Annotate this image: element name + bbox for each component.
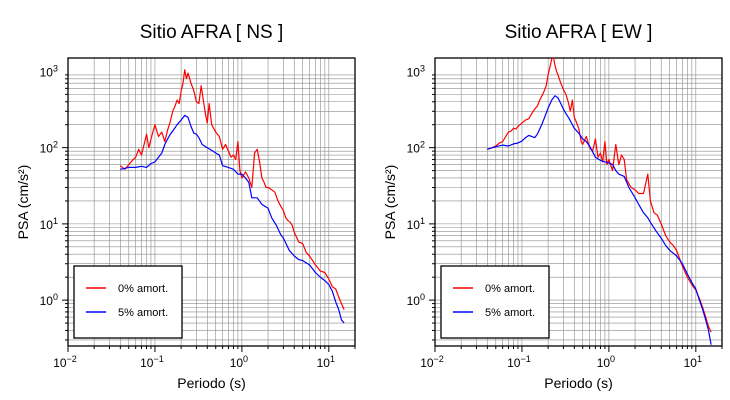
y-tick-base: 10 <box>40 65 54 79</box>
x-tick-base: 10 <box>140 356 154 370</box>
plot-frame <box>67 57 356 347</box>
x-tick-label: 10−1 <box>140 354 164 370</box>
legend-box <box>440 265 550 339</box>
y-tick-label: 103 <box>40 63 58 79</box>
y-tick-label: 102 <box>407 140 425 156</box>
axis-ticks <box>62 74 356 352</box>
x-tick-label: 10−2 <box>53 354 77 370</box>
y-tick-base: 10 <box>407 65 421 79</box>
y-tick-exponent: 0 <box>420 292 425 302</box>
y-tick-label: 103 <box>407 63 425 79</box>
x-tick-label: 10−1 <box>507 354 531 370</box>
y-tick-exponent: 0 <box>53 292 58 302</box>
x-tick-base: 10 <box>53 356 67 370</box>
y-tick-label: 101 <box>407 216 425 232</box>
grid <box>68 58 355 346</box>
legend-label: 5% amort. <box>485 307 535 319</box>
y-tick-label: 101 <box>40 216 58 232</box>
y-axis-label: PSA (cm/s²) <box>15 165 31 240</box>
x-tick-label: 100 <box>597 354 615 370</box>
x-axis-label: Periodo (s) <box>177 375 245 391</box>
plot-frame <box>434 57 723 347</box>
x-axis-label: Periodo (s) <box>544 375 612 391</box>
x-tick-label: 10−2 <box>420 354 444 370</box>
series-line-damped <box>487 95 712 345</box>
series-line-damped <box>120 114 345 324</box>
y-tick-exponent: 2 <box>420 140 425 150</box>
y-tick-label: 100 <box>40 292 58 308</box>
x-tick-exponent: −2 <box>434 354 444 364</box>
y-tick-base: 10 <box>407 142 421 156</box>
y-tick-base: 10 <box>407 218 421 232</box>
legend: 0% amort. 5% amort. <box>73 265 183 339</box>
legend-label: 0% amort. <box>118 283 168 295</box>
x-tick-label: 101 <box>684 354 702 370</box>
x-tick-base: 10 <box>230 356 244 370</box>
x-tick-exponent: −1 <box>153 354 163 364</box>
x-tick-exponent: −2 <box>67 354 77 364</box>
y-tick-exponent: 1 <box>420 216 425 226</box>
series-line-undamped <box>119 69 345 310</box>
y-axis-label: PSA (cm/s²) <box>382 165 398 240</box>
chart-title: Sitio AFRA [ EW ] <box>505 22 653 43</box>
y-tick-exponent: 3 <box>420 63 425 73</box>
legend-label: 5% amort. <box>118 307 168 319</box>
x-tick-exponent: 0 <box>610 354 615 364</box>
x-tick-base: 10 <box>597 356 611 370</box>
y-tick-label: 100 <box>407 292 425 308</box>
y-tick-exponent: 3 <box>53 63 58 73</box>
x-tick-base: 10 <box>684 356 698 370</box>
y-tick-base: 10 <box>40 218 54 232</box>
x-tick-exponent: −1 <box>520 354 530 364</box>
y-tick-exponent: 2 <box>53 140 58 150</box>
x-tick-base: 10 <box>507 356 521 370</box>
chart-title: Sitio AFRA [ NS ] <box>140 22 284 43</box>
y-tick-exponent: 1 <box>53 216 58 226</box>
x-tick-exponent: 0 <box>243 354 248 364</box>
y-tick-label: 102 <box>40 140 58 156</box>
y-tick-base: 10 <box>40 294 54 308</box>
axis-ticks <box>429 74 723 352</box>
legend-label: 0% amort. <box>485 283 535 295</box>
x-tick-base: 10 <box>317 356 331 370</box>
series-group <box>487 58 712 345</box>
y-tick-base: 10 <box>407 294 421 308</box>
legend-box <box>73 265 183 339</box>
y-tick-base: 10 <box>40 142 54 156</box>
series-group <box>119 69 345 324</box>
x-tick-label: 100 <box>230 354 248 370</box>
x-tick-base: 10 <box>420 356 434 370</box>
x-tick-label: 101 <box>317 354 335 370</box>
x-tick-exponent: 1 <box>330 354 335 364</box>
legend: 0% amort. 5% amort. <box>440 265 550 339</box>
x-tick-exponent: 1 <box>697 354 702 364</box>
